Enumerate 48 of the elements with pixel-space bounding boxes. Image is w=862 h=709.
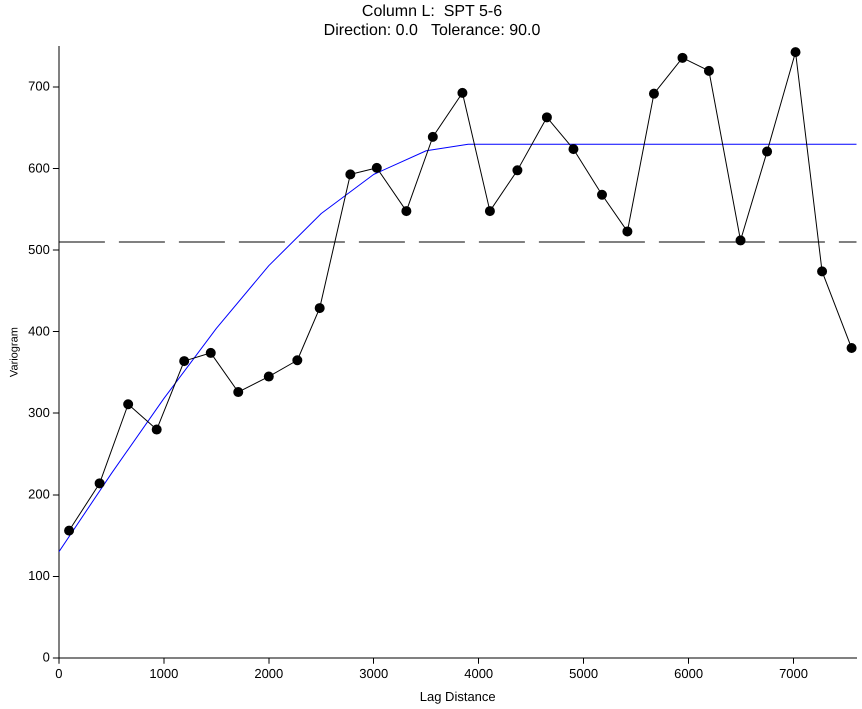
x-tick-label: 5000 (569, 666, 598, 682)
point (568, 144, 578, 154)
y-axis-title: Variogram (8, 327, 21, 378)
x-tick-label: 2000 (254, 666, 284, 682)
point (64, 526, 74, 536)
point (152, 424, 162, 435)
y-tick-label: 100 (28, 568, 50, 583)
x-tick-label: 6000 (674, 666, 704, 682)
x-tick-label: 1000 (149, 666, 178, 682)
x-tick-label: 0 (55, 666, 63, 682)
point (648, 88, 659, 99)
point (846, 343, 856, 354)
point (457, 88, 468, 98)
chart-title: Column L: SPT 5-6 (362, 3, 502, 20)
point (597, 190, 607, 200)
x-axis-title: Lag Distance (420, 688, 496, 704)
point (704, 66, 714, 76)
point (512, 165, 522, 176)
y-tick-label: 0 (42, 649, 50, 664)
x-tick-label: 4000 (464, 666, 494, 682)
point (94, 478, 105, 488)
point (233, 387, 244, 398)
x-tick-label: 3000 (359, 666, 388, 682)
point (817, 266, 828, 276)
point (123, 399, 134, 410)
y-tick-label: 200 (28, 486, 50, 502)
chart-subtitle: Direction: 0.0 Tolerance: 90.0 (324, 22, 540, 40)
y-tick-label: 400 (28, 323, 50, 338)
point (542, 112, 552, 122)
x-tick-label: 7000 (779, 666, 808, 682)
point (345, 169, 356, 180)
point (428, 132, 438, 142)
y-tick-label: 500 (28, 242, 50, 257)
point (314, 303, 325, 314)
point (372, 162, 382, 173)
point (790, 47, 801, 58)
point (401, 206, 412, 216)
point (206, 348, 216, 358)
point (264, 372, 274, 382)
y-tick-label: 300 (28, 404, 50, 420)
point (484, 206, 495, 216)
point (622, 226, 632, 236)
point (179, 356, 190, 366)
point (762, 146, 772, 157)
y-tick-label: 700 (28, 78, 50, 94)
point (292, 355, 302, 366)
point (677, 52, 688, 63)
y-tick-label: 600 (28, 160, 50, 176)
